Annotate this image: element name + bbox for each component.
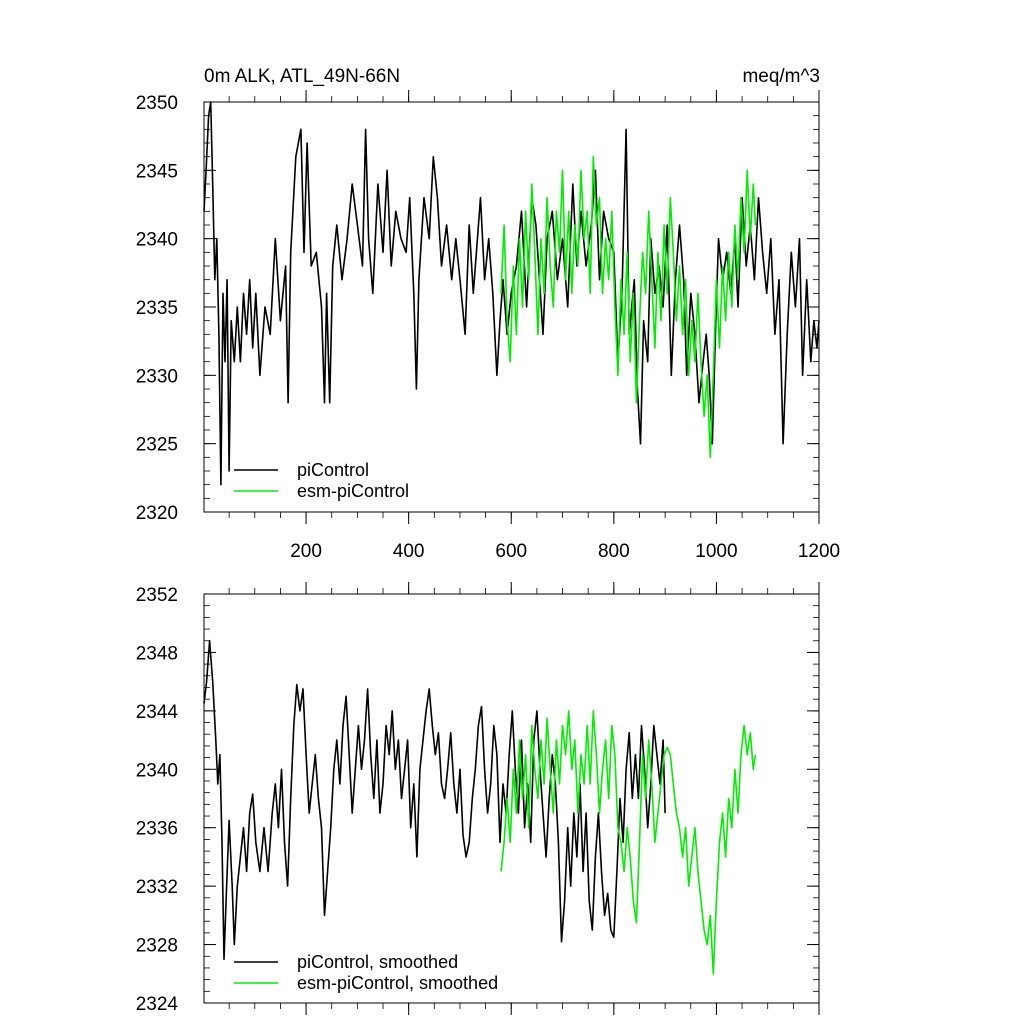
bottom-ytick-label: 2332 <box>136 877 178 898</box>
top-xtick-label: 800 <box>598 541 630 562</box>
top-ytick-label: 2320 <box>136 503 178 524</box>
bottom-series-line-picontrol <box>203 639 666 960</box>
top-xtick-label: 400 <box>393 541 425 562</box>
top-panel-title: 0m ALK, ATL_49N-66N <box>204 66 401 87</box>
top-legend-label-0: piControl <box>297 460 369 480</box>
top-series-line-esm-picontrol <box>500 155 757 459</box>
top-ytick-label: 2335 <box>136 298 178 319</box>
bottom-ytick-label: 2324 <box>136 994 179 1015</box>
bottom-legend-label-1: esm-piControl, smoothed <box>297 973 498 993</box>
top-xtick-label: 600 <box>495 541 527 562</box>
top-xtick-label: 200 <box>290 541 322 562</box>
bottom-series-line-esm-picontrol <box>500 710 757 975</box>
bottom-ytick-label: 2336 <box>136 819 178 840</box>
bottom-ytick-label: 2348 <box>136 643 178 664</box>
top-ytick-label: 2340 <box>136 230 178 251</box>
bottom-ytick-label: 2328 <box>136 936 178 957</box>
top-ytick-label: 2330 <box>136 366 178 387</box>
top-xtick-label: 1200 <box>798 541 840 562</box>
top-xtick-label: 1000 <box>695 541 737 562</box>
top-ytick-label: 2350 <box>136 93 178 114</box>
top-ytick-label: 2345 <box>136 161 178 182</box>
bottom-legend-label-0: piControl, smoothed <box>297 952 458 972</box>
top-series-line-picontrol <box>203 101 820 486</box>
bottom-ytick-label: 2352 <box>136 585 178 606</box>
top-ytick-label: 2325 <box>136 435 178 456</box>
top-panel-units: meq/m^3 <box>742 66 820 87</box>
bottom-ytick-label: 2344 <box>136 702 179 723</box>
bottom-ytick-label: 2340 <box>136 760 178 781</box>
top-legend-label-1: esm-piControl <box>297 481 409 501</box>
